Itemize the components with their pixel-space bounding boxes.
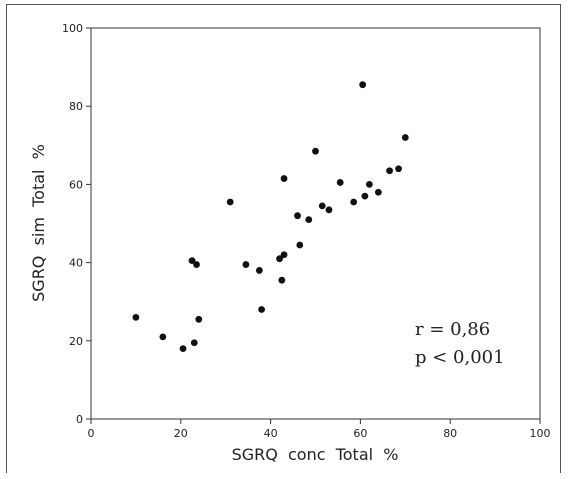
y-tick-label: 0 — [76, 413, 83, 426]
data-point — [278, 276, 286, 284]
y-tick-label: 80 — [69, 100, 83, 113]
data-point — [359, 81, 367, 89]
outer-border — [6, 4, 561, 473]
data-point — [395, 165, 402, 173]
data-point — [195, 315, 203, 323]
data-point — [159, 333, 167, 341]
y-tick-label: 100 — [62, 22, 83, 35]
y-axis-ticks: 0 20 40 60 80 100 — [62, 22, 91, 426]
data-point — [190, 339, 198, 347]
x-axis-ticks: 0 20 40 60 80 100 — [88, 419, 551, 440]
y-tick-label: 40 — [69, 257, 83, 270]
x-tick-label: 100 — [530, 427, 551, 440]
data-point — [365, 181, 373, 188]
data-point — [258, 306, 266, 313]
data-point — [350, 198, 358, 206]
y-tick-label: 20 — [69, 335, 83, 348]
data-point — [193, 261, 200, 268]
y-tick-label: 60 — [69, 178, 83, 191]
x-tick-label: 0 — [88, 427, 95, 440]
data-point — [179, 345, 187, 353]
data-point — [386, 167, 393, 175]
data-point — [188, 257, 196, 265]
data-point — [312, 147, 319, 155]
x-tick-label: 20 — [174, 427, 188, 440]
plot-area — [90, 27, 541, 420]
x-tick-label: 80 — [443, 427, 457, 440]
data-point — [318, 202, 326, 210]
data-point — [276, 255, 283, 263]
data-point — [325, 206, 333, 214]
data-point — [255, 267, 263, 274]
data-point — [305, 216, 313, 223]
data-point — [296, 241, 304, 249]
data-point — [361, 192, 369, 200]
data-point — [401, 134, 409, 141]
x-tick-label: 40 — [264, 427, 278, 440]
data-points — [132, 81, 409, 353]
data-point — [226, 198, 234, 206]
annotation-p: p < 0,001 — [415, 347, 505, 368]
data-point — [336, 179, 344, 186]
data-point — [294, 212, 301, 220]
data-point — [280, 175, 288, 182]
x-axis-title: SGRQ conc Total % — [232, 445, 399, 464]
x-tick-label: 60 — [353, 427, 367, 440]
annotation-r: r = 0,86 — [415, 319, 490, 340]
data-point — [374, 188, 382, 196]
data-point — [280, 251, 288, 259]
data-point — [132, 313, 140, 321]
y-axis-title: SGRQ sim Total % — [29, 144, 48, 302]
data-point — [242, 261, 250, 268]
